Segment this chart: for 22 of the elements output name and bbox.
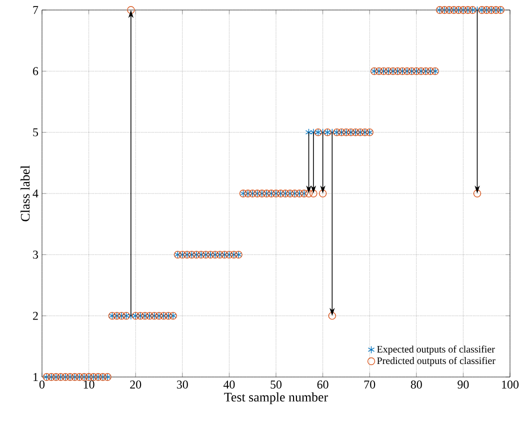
y-tick-label: 6	[33, 67, 38, 76]
y-tick-label: 3	[33, 250, 38, 259]
x-tick-label: 50	[270, 380, 282, 389]
x-tick-label: 100	[502, 380, 519, 389]
x-tick-label: 80	[410, 380, 422, 389]
y-axis-title: Class label	[20, 166, 30, 222]
legend-label: Predicted outputs of classifier	[377, 356, 496, 366]
y-tick-label: 5	[33, 128, 38, 136]
x-tick-label: 60	[317, 380, 328, 389]
y-tick-label: 4	[32, 190, 38, 198]
legend-label: Expected outputs of classifier	[377, 345, 495, 355]
x-tick-label: 40	[223, 380, 235, 389]
x-tick-label: 20	[130, 380, 142, 389]
x-tick-label: 0	[39, 380, 45, 389]
y-tick-label: 7	[33, 6, 38, 14]
x-tick-label: 30	[177, 380, 188, 389]
x-axis-title: Test sample number	[224, 392, 328, 404]
y-tick-label: 2	[33, 312, 38, 320]
x-tick-label: 90	[458, 380, 469, 389]
y-tick-label: 1	[34, 373, 38, 381]
x-tick-label: 70	[364, 380, 376, 389]
x-tick-label: 10	[84, 380, 94, 389]
